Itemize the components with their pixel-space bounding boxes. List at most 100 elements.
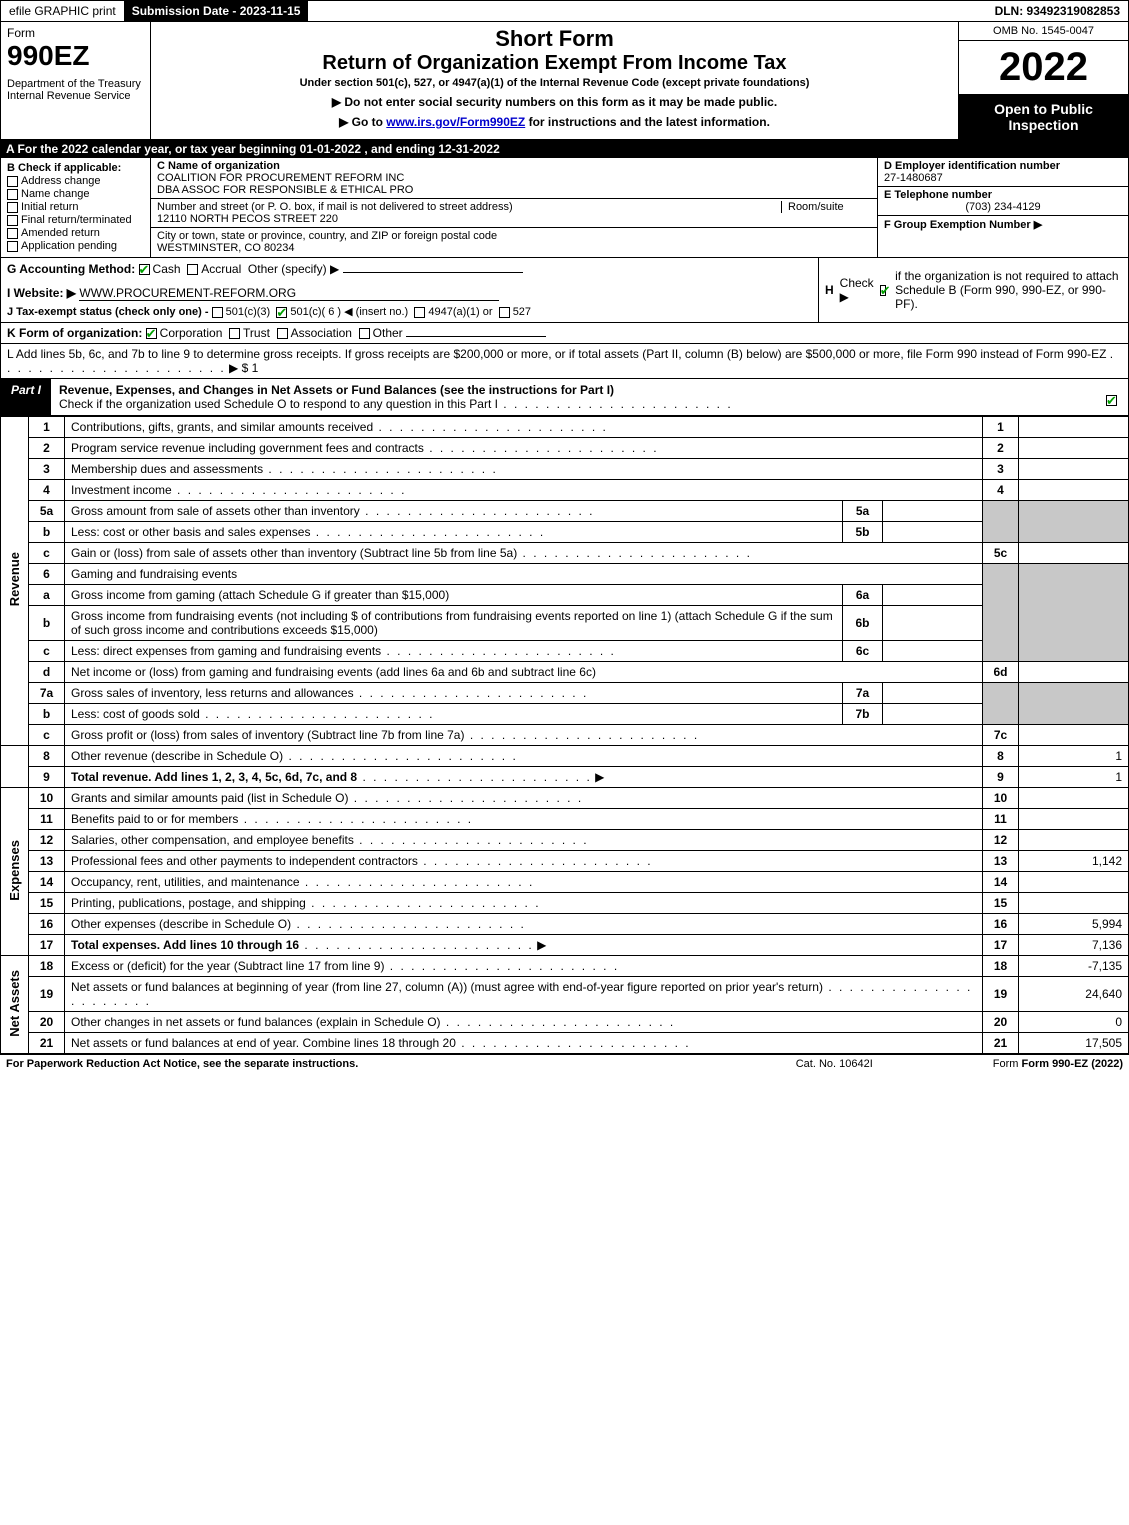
f-label: F Group Exemption Number ▶ [884,219,1042,231]
chk-initial-return[interactable]: Initial return [7,201,144,213]
form-number: 990EZ [7,40,144,72]
c-street-block: Number and street (or P. O. box, if mail… [151,199,877,228]
other-specify-input[interactable] [343,272,523,273]
line-5b: b Less: cost or other basis and sales ex… [1,522,1129,543]
part1-title: Revenue, Expenses, and Changes in Net As… [59,383,614,397]
chk-accrual[interactable] [187,264,198,275]
line-16: 16 Other expenses (describe in Schedule … [1,914,1129,935]
d-label: D Employer identification number [884,160,1122,172]
arrow-icon: ▶ [537,938,546,952]
c-label: C Name of organization [157,160,871,172]
line-7b: b Less: cost of goods sold 7b [1,704,1129,725]
line-4: 4 Investment income 4 [1,480,1129,501]
top-bar: efile GRAPHIC print Submission Date - 20… [0,0,1129,22]
line-14: 14 Occupancy, rent, utilities, and maint… [1,872,1129,893]
col-b-checkboxes: B Check if applicable: Address change Na… [1,158,151,257]
line-19: 19 Net assets or fund balances at beginn… [1,977,1129,1012]
chk-association[interactable] [277,328,288,339]
chk-address-change[interactable]: Address change [7,175,144,187]
section-org-info: B Check if applicable: Address change Na… [0,158,1129,258]
chk-4947[interactable] [414,307,425,318]
website-value[interactable]: WWW.PROCUREMENT-REFORM.ORG [79,286,499,301]
irs-link[interactable]: www.irs.gov/Form990EZ [386,115,525,129]
other-org-input[interactable] [406,336,546,337]
chk-501c[interactable] [276,307,287,318]
h-post: if the organization is not required to a… [895,269,1122,311]
open-to-public: Open to Public Inspection [959,95,1128,139]
org-dba: DBA ASSOC FOR RESPONSIBLE & ETHICAL PRO [157,184,871,196]
l-text: L Add lines 5b, 6c, and 7b to line 9 to … [7,347,1106,361]
chk-527[interactable] [499,307,510,318]
chk-schedule-b[interactable] [880,285,886,296]
row-a-tax-year: A For the 2022 calendar year, or tax yea… [0,140,1129,158]
line-6: 6 Gaming and fundraising events [1,564,1129,585]
note-goto: ▶ Go to www.irs.gov/Form990EZ for instru… [157,115,952,129]
f-group-exemption: F Group Exemption Number ▶ [878,216,1128,233]
efile-print[interactable]: efile GRAPHIC print [1,1,124,21]
col-c-org: C Name of organization COALITION FOR PRO… [151,158,878,257]
line-8: 8 Other revenue (describe in Schedule O)… [1,746,1129,767]
l-arrow: ▶ $ [229,361,248,375]
note-goto-pre: ▶ Go to [339,115,386,129]
city-value: WESTMINSTER, CO 80234 [157,242,871,254]
c-name-block: C Name of organization COALITION FOR PRO… [151,158,877,199]
line-15: 15 Printing, publications, postage, and … [1,893,1129,914]
e-phone: E Telephone number (703) 234-4129 [878,187,1128,216]
line-5c: c Gain or (loss) from sale of assets oth… [1,543,1129,564]
line-1: Revenue 1 Contributions, gifts, grants, … [1,417,1129,438]
line-7c: c Gross profit or (loss) from sales of i… [1,725,1129,746]
line-6d: d Net income or (loss) from gaming and f… [1,662,1129,683]
b-label: B Check if applicable: [7,162,144,174]
room-label: Room/suite [788,201,844,213]
tax-year: 2022 [959,41,1128,95]
line-6b: b Gross income from fundraising events (… [1,606,1129,641]
org-name: COALITION FOR PROCUREMENT REFORM INC [157,172,871,184]
i-label: I Website: ▶ [7,286,76,300]
d-ein: D Employer identification number 27-1480… [878,158,1128,187]
note-goto-post: for instructions and the latest informat… [529,115,770,129]
page-footer: For Paperwork Reduction Act Notice, see … [0,1054,1129,1073]
header-right: OMB No. 1545-0047 2022 Open to Public In… [958,22,1128,139]
footer-left: For Paperwork Reduction Act Notice, see … [6,1058,796,1070]
col-right-defgh: D Employer identification number 27-1480… [878,158,1128,257]
dln: DLN: 93492319082853 [987,1,1128,21]
j-label: J Tax-exempt status (check only one) - [7,306,209,318]
part1-tag: Part I [1,379,51,415]
footer-form-ref: Form Form 990-EZ (2022) [993,1058,1123,1070]
omb-number: OMB No. 1545-0047 [959,22,1128,41]
city-label: City or town, state or province, country… [157,230,871,242]
k-label: K Form of organization: [7,326,142,340]
l-gross-receipts: L Add lines 5b, 6c, and 7b to line 9 to … [0,344,1129,379]
chk-other-org[interactable] [359,328,370,339]
h-label: H [825,283,834,297]
chk-501c3[interactable] [212,307,223,318]
line-21: 21 Net assets or fund balances at end of… [1,1033,1129,1054]
title-return: Return of Organization Exempt From Incom… [157,52,952,75]
part1-table: Revenue 1 Contributions, gifts, grants, … [0,416,1129,1054]
h-schedule-b: H Check ▶ if the organization is not req… [818,258,1128,322]
submission-date: Submission Date - 2023-11-15 [124,1,309,21]
chk-name-change[interactable]: Name change [7,188,144,200]
side-net-assets: Net Assets [1,956,29,1054]
header-left: Form 990EZ Department of the Treasury In… [1,22,151,139]
part1-title-block: Revenue, Expenses, and Changes in Net As… [51,379,1098,415]
line-5a: 5a Gross amount from sale of assets othe… [1,501,1129,522]
street-label: Number and street (or P. O. box, if mail… [157,201,513,213]
line-13: 13 Professional fees and other payments … [1,851,1129,872]
chk-amended-return[interactable]: Amended return [7,227,144,239]
part1-header: Part I Revenue, Expenses, and Changes in… [0,379,1129,416]
chk-cash[interactable] [139,264,150,275]
line-2: 2 Program service revenue including gove… [1,438,1129,459]
chk-application-pending[interactable]: Application pending [7,240,144,252]
part1-sub: Check if the organization used Schedule … [59,397,498,411]
chk-trust[interactable] [229,328,240,339]
c-city-block: City or town, state or province, country… [151,228,877,256]
g-label: G Accounting Method: [7,262,135,276]
chk-schedule-o-part1[interactable] [1106,395,1117,406]
chk-final-return[interactable]: Final return/terminated [7,214,144,226]
line-7a: 7a Gross sales of inventory, less return… [1,683,1129,704]
line-6a: a Gross income from gaming (attach Sched… [1,585,1129,606]
chk-corporation[interactable] [146,328,157,339]
line-11: 11 Benefits paid to or for members 11 [1,809,1129,830]
l-value: 1 [252,361,259,375]
